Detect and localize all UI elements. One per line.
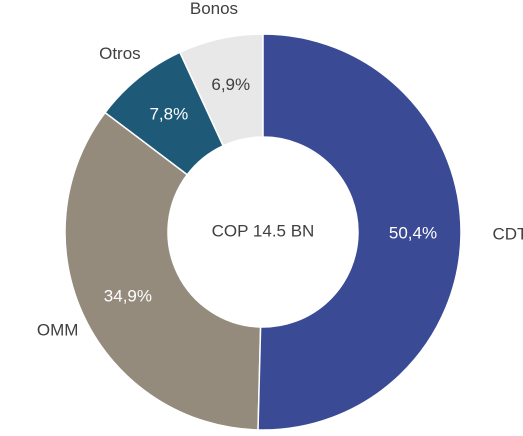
data-label: 34,9% [104, 287, 152, 306]
category-label: Bonos [190, 0, 238, 18]
data-label: 50,4% [389, 223, 437, 242]
category-label: OMM [37, 321, 79, 340]
donut-slice [103, 51, 225, 176]
center-label: COP 14.5 BN [212, 221, 315, 240]
data-label: 7,8% [149, 105, 188, 124]
category-label: Otros [99, 44, 141, 63]
donut-slice [257, 33, 462, 431]
data-label: 6,9% [211, 75, 250, 94]
category-label: CDT [493, 225, 523, 244]
donut-slice [64, 111, 262, 431]
